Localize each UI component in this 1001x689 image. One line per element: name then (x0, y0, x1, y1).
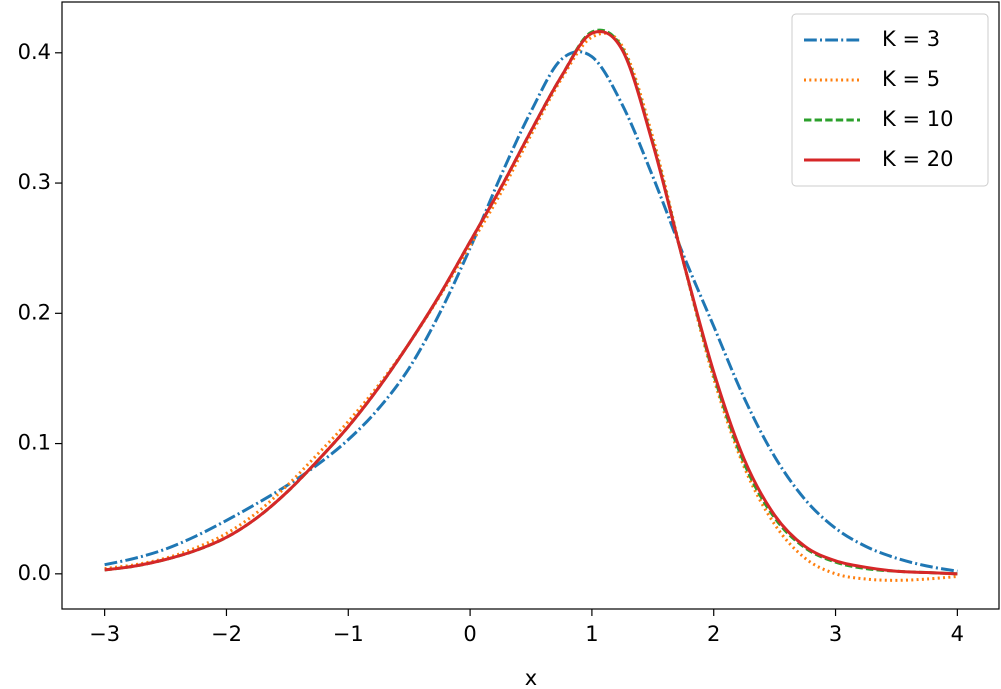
x-tick-label: −2 (211, 622, 242, 646)
x-tick-label: 3 (829, 622, 842, 646)
plot-frame (61, 1, 1000, 610)
series-line (104, 29, 958, 576)
x-axis-label: x (525, 666, 537, 689)
series-line (104, 31, 958, 582)
legend-box (791, 13, 989, 187)
legend-label: K = 5 (882, 67, 940, 91)
y-tick-label: 0.0 (18, 561, 51, 585)
y-tick-label: 0.3 (18, 170, 51, 194)
x-tick-label: 0 (463, 622, 476, 646)
y-tick-label: 0.2 (18, 300, 51, 324)
x-tick-label: 1 (585, 622, 598, 646)
legend-label: K = 3 (882, 27, 940, 51)
y-tick-label: 0.4 (18, 40, 51, 64)
x-tick-label: −3 (89, 622, 120, 646)
legend-label: K = 20 (882, 147, 953, 171)
series-line (104, 50, 958, 573)
legend-label: K = 10 (882, 107, 953, 131)
y-tick-label: 0.1 (18, 431, 51, 455)
x-tick-label: −1 (333, 622, 364, 646)
x-tick-label: 4 (951, 622, 964, 646)
x-tick-label: 2 (707, 622, 720, 646)
